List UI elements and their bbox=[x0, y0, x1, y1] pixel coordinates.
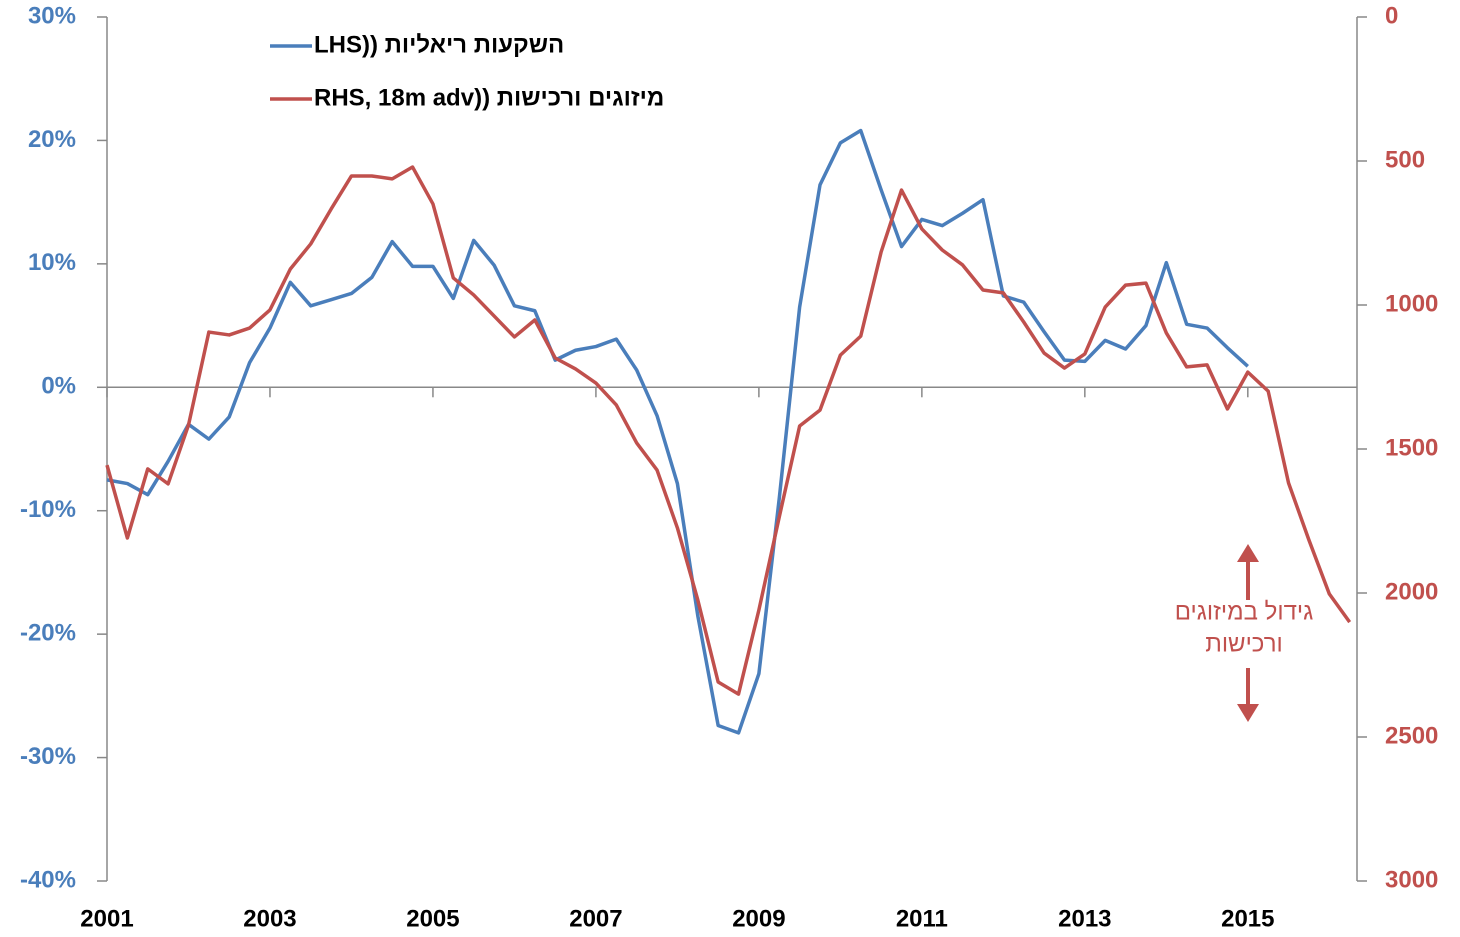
y2-tick-label: 0 bbox=[1385, 2, 1398, 29]
series-line bbox=[105, 165, 1352, 696]
annotation: ורכישות bbox=[1205, 630, 1283, 657]
y2-tick-label: 500 bbox=[1385, 146, 1425, 173]
y-tick-label: -20% bbox=[20, 619, 76, 646]
y-tick-label: 0% bbox=[41, 373, 76, 400]
y-tick-label: -40% bbox=[20, 866, 76, 893]
y2-tick-label: 3000 bbox=[1385, 866, 1438, 893]
legend-label: השקעות ריאליות ((LHS bbox=[314, 31, 564, 58]
y-tick-label: 20% bbox=[28, 126, 76, 153]
x-tick-label: 2003 bbox=[243, 905, 296, 932]
x-tick-label: 2015 bbox=[1221, 905, 1274, 932]
series-line bbox=[106, 128, 1249, 735]
x-tick-label: 2007 bbox=[569, 905, 622, 932]
x-tick-label: 2011 bbox=[896, 905, 948, 932]
y2-tick-label: 1500 bbox=[1385, 434, 1438, 461]
x-tick-label: 2013 bbox=[1058, 905, 1111, 932]
x-tick-label: 2005 bbox=[406, 905, 459, 932]
y-tick-label: -30% bbox=[20, 743, 76, 770]
legend-label: מיזוגים ורכישות ((RHS, 18m adv bbox=[314, 84, 664, 111]
annotation: גידול במיזוגים bbox=[1175, 598, 1314, 625]
y2-tick-label: 2500 bbox=[1385, 722, 1438, 749]
arrow-head bbox=[1237, 704, 1259, 722]
arrow-head bbox=[1237, 544, 1259, 562]
annotation-arrows bbox=[1237, 544, 1259, 722]
y2-tick-label: 2000 bbox=[1385, 578, 1438, 605]
x-tick-label: 2001 bbox=[80, 905, 133, 932]
y-tick-label: 10% bbox=[28, 249, 76, 276]
x-tick-label: 2009 bbox=[732, 905, 785, 932]
y-tick-label: 30% bbox=[28, 2, 76, 29]
y2-tick-label: 1000 bbox=[1385, 290, 1438, 317]
y-tick-label: -10% bbox=[20, 496, 76, 523]
